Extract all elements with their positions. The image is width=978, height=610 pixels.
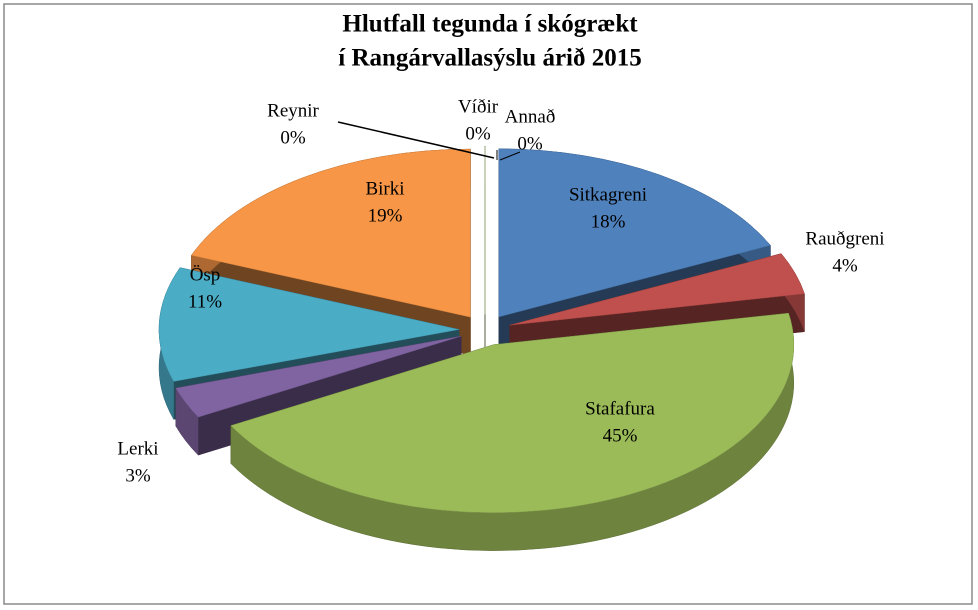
value-label: 45%: [603, 425, 638, 446]
value-label: 11%: [188, 291, 222, 312]
slice: [509, 253, 805, 326]
category-label: Rauðgreni: [805, 228, 884, 249]
category-label: Lerki: [117, 438, 158, 459]
value-label: 0%: [280, 127, 306, 148]
category-label: Reynir: [267, 100, 319, 121]
labels: Sitkagreni 18% Rauðgreni 4% Stafafura 45% Lerk…: [117, 96, 884, 486]
pie: [158, 146, 805, 551]
value-label: 4%: [832, 255, 858, 276]
leader-line: [337, 121, 495, 159]
category-label: Sitkagreni: [569, 184, 647, 205]
category-label: Birki: [365, 178, 404, 199]
slice: [230, 312, 795, 513]
value-label: 19%: [368, 205, 403, 226]
slice: [191, 148, 471, 318]
category-label: Annað: [505, 106, 556, 127]
slice: [498, 148, 771, 318]
category-label: Víðir: [458, 96, 499, 117]
category-label: Stafafura: [585, 398, 655, 419]
slice: [158, 267, 460, 382]
leader-line: [499, 151, 521, 161]
category-label: Ösp: [190, 264, 221, 285]
value-label: 0%: [465, 123, 491, 144]
value-label: 0%: [517, 133, 543, 154]
chart-title: Hlutfall tegunda í skógrækt: [342, 11, 638, 38]
value-label: 3%: [125, 465, 151, 486]
slice: [175, 335, 462, 418]
value-label: 18%: [591, 211, 626, 232]
chart-title: í Rangárvallasýslu árið 2015: [338, 45, 642, 72]
